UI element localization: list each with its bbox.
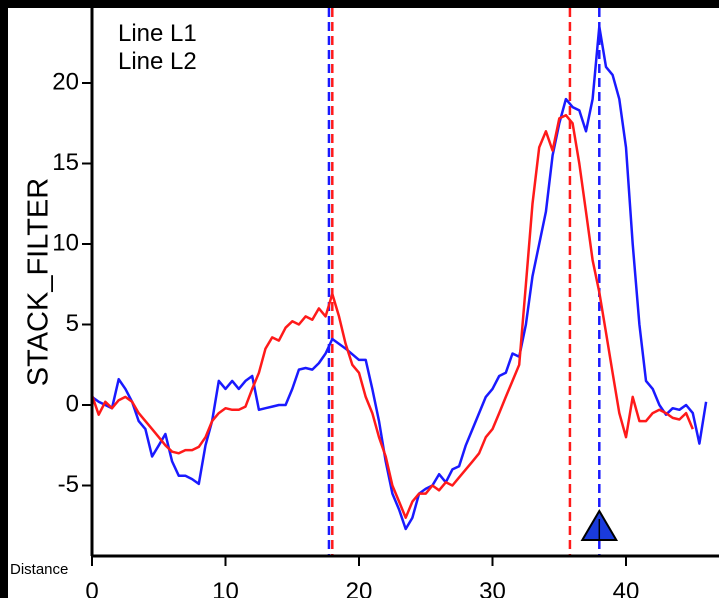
legend-entry-line-l1: Line L1 <box>118 20 197 47</box>
plot-background <box>8 8 719 598</box>
x-tick-label: 20 <box>346 578 373 598</box>
y-tick-label: 0 <box>66 390 79 417</box>
x-tick-label: 10 <box>212 578 239 598</box>
vertical-markers <box>327 8 601 556</box>
series-line-2 <box>90 113 694 519</box>
y-tick-label: 10 <box>52 229 79 256</box>
axes <box>90 8 719 558</box>
legend: Line L1 Line L2 <box>118 20 197 75</box>
x-axis-label: Distance <box>10 561 68 578</box>
x-tick-label: 0 <box>85 578 98 598</box>
y-ticks: -5 0 5 10 15 20 <box>52 68 92 498</box>
y-tick-label: -5 <box>58 471 79 498</box>
y-axis-label: STACK_FILTER <box>23 178 55 386</box>
y-tick-label: 5 <box>66 310 79 337</box>
x-tick-label: 30 <box>479 578 506 598</box>
legend-entry-line-l2: Line L2 <box>118 48 197 75</box>
y-tick-label: 20 <box>52 68 79 95</box>
series-lines <box>90 25 708 531</box>
x-tick-label: 40 <box>613 578 640 598</box>
series-line-1 <box>91 25 708 531</box>
x-ticks: 0 10 20 30 40 <box>85 556 639 598</box>
y-tick-label: 15 <box>52 149 79 176</box>
pick-marker <box>580 509 619 541</box>
